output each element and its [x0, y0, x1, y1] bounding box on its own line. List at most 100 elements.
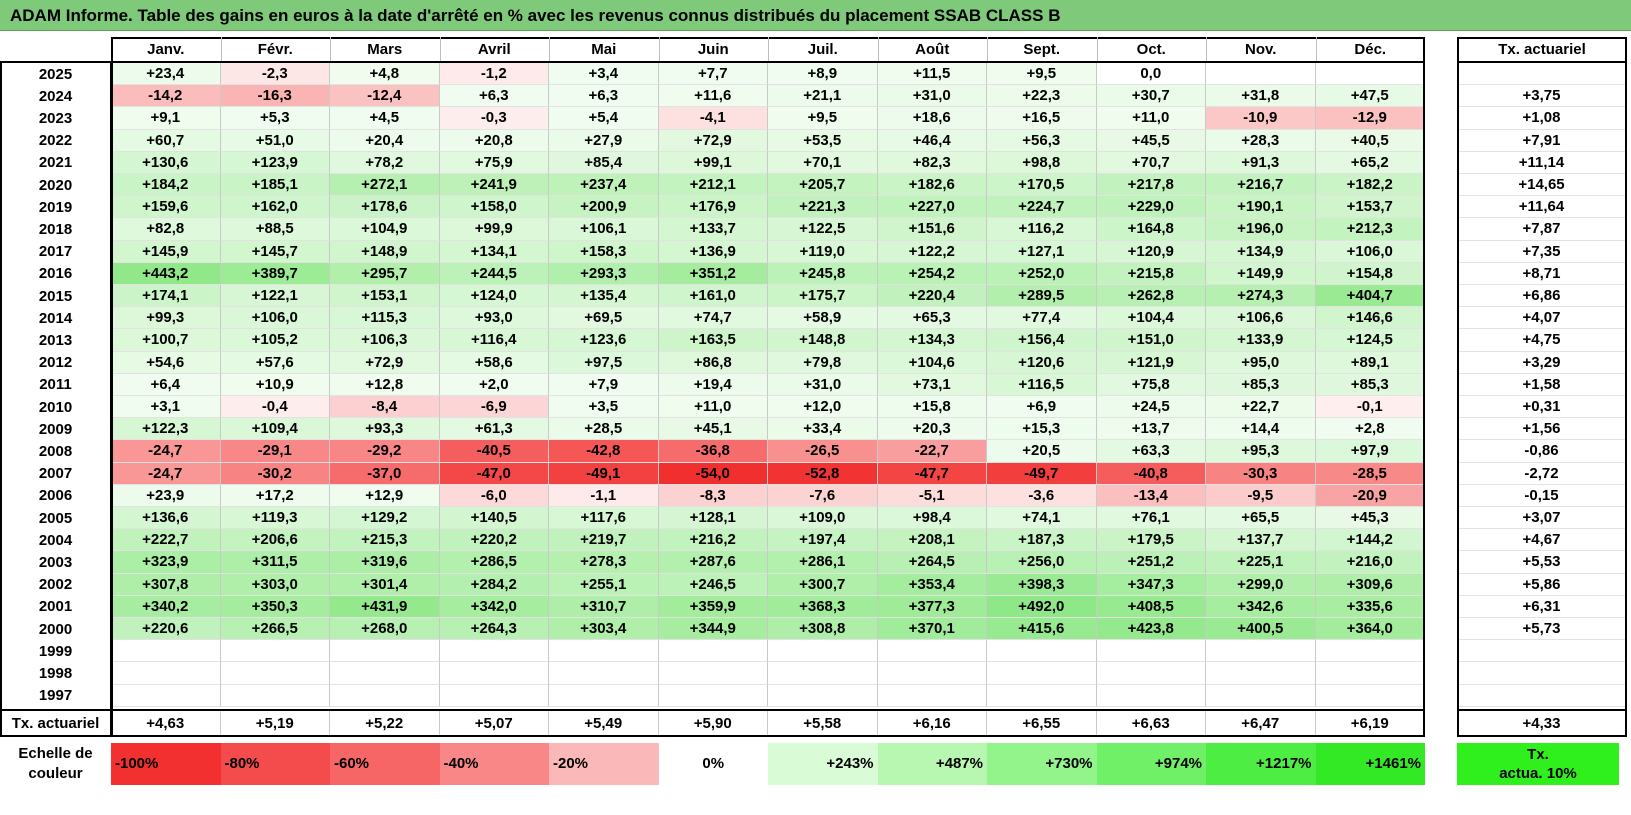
- table-cell: -4,1: [658, 107, 768, 130]
- table-cell: +122,3: [111, 418, 221, 441]
- table-cell: [768, 684, 878, 707]
- table-cell: [1206, 662, 1316, 685]
- table-cell: +99,3: [111, 307, 221, 330]
- month-header: Juil.: [807, 40, 838, 58]
- table-cell: +45,1: [658, 418, 768, 441]
- table-cell: +342,0: [439, 595, 549, 618]
- table-cell: +303,4: [549, 618, 659, 641]
- table-cell: +175,7: [768, 285, 878, 308]
- month-header: Sept.: [1023, 40, 1061, 58]
- table-cell: +11,0: [658, 396, 768, 419]
- table-cell: +368,3: [768, 595, 878, 618]
- table-cell: +220,6: [111, 618, 221, 641]
- table-cell: +70,1: [768, 151, 878, 174]
- table-cell: +123,9: [220, 151, 330, 174]
- table-cell: +148,8: [768, 329, 878, 352]
- table-cell: +415,6: [987, 618, 1097, 641]
- table-cell: +56,3: [987, 129, 1097, 152]
- year-label: 2002: [38, 576, 73, 594]
- rate-cell: +0,31: [1457, 396, 1627, 419]
- table-cell: +58,9: [768, 307, 878, 330]
- table-cell: [220, 662, 330, 685]
- table-cell: -0,4: [220, 396, 330, 419]
- actuarial-rate-cell: +4,33: [1457, 710, 1627, 737]
- table-cell: -54,0: [658, 462, 768, 485]
- table-cell: +224,7: [987, 196, 1097, 219]
- table-cell: +5,4: [549, 107, 659, 130]
- table-cell: +116,2: [987, 218, 1097, 241]
- scale-label: Echelle de couleur: [0, 743, 111, 785]
- month-header: Mai: [591, 40, 617, 58]
- column-divider: [1206, 37, 1207, 61]
- rate-cell: +6,31: [1457, 595, 1627, 618]
- table-cell: +182,6: [877, 174, 987, 197]
- table-cell: +95,3: [1206, 440, 1316, 463]
- month-header: Juin: [697, 40, 729, 58]
- year-label: 2013: [38, 331, 73, 349]
- table-cell: -42,8: [549, 440, 659, 463]
- table-cell: +134,3: [877, 329, 987, 352]
- actuarial-cell: +6,63: [1096, 710, 1206, 737]
- table-cell: +246,5: [658, 573, 768, 596]
- table-cell: +217,8: [1096, 174, 1206, 197]
- table-cell: [877, 640, 987, 663]
- actuarial-cell: +6,55: [987, 710, 1097, 737]
- table-cell: +123,6: [549, 329, 659, 352]
- table-cell: +225,1: [1206, 551, 1316, 574]
- header-underline-rate: [1457, 61, 1627, 63]
- table-cell: +99,1: [658, 151, 768, 174]
- table-cell: +159,6: [111, 196, 221, 219]
- table-cell: +28,5: [549, 418, 659, 441]
- table-cell: +23,9: [111, 484, 221, 507]
- table-cell: +300,7: [768, 573, 878, 596]
- table-cell: +359,9: [658, 595, 768, 618]
- table-cell: +11,0: [1096, 107, 1206, 130]
- table-cell: +229,0: [1096, 196, 1206, 219]
- scale-label-line2: couleur: [28, 764, 83, 782]
- actuarial-cell: +5,07: [439, 710, 549, 737]
- table-cell: [1315, 662, 1425, 685]
- table-cell: +106,0: [1315, 240, 1425, 263]
- table-cell: +46,4: [877, 129, 987, 152]
- table-cell: +370,1: [877, 618, 987, 641]
- table-cell: -29,1: [220, 440, 330, 463]
- table-cell: +3,4: [549, 63, 659, 86]
- table-cell: +289,5: [987, 285, 1097, 308]
- actuarial-cell: +5,90: [658, 710, 768, 737]
- rate-cell: [1457, 63, 1627, 86]
- title-bar: ADAM Informe. Table des gains en euros à…: [0, 0, 1631, 31]
- table-cell: +20,8: [439, 129, 549, 152]
- table-cell: [1206, 640, 1316, 663]
- table-cell: -12,9: [1315, 107, 1425, 130]
- table-cell: [330, 662, 440, 685]
- table-cell: [1096, 640, 1206, 663]
- color-scale-step: -20%: [549, 742, 659, 785]
- table-cell: +116,4: [439, 329, 549, 352]
- table-cell: +77,4: [987, 307, 1097, 330]
- rate-cell: +7,87: [1457, 218, 1627, 241]
- table-cell: +389,7: [220, 262, 330, 285]
- table-cell: +133,9: [1206, 329, 1316, 352]
- year-label: 2010: [38, 398, 73, 416]
- table-cell: +216,7: [1206, 174, 1316, 197]
- year-label: 2015: [38, 287, 73, 305]
- table-cell: [330, 640, 440, 663]
- table-cell: +350,3: [220, 595, 330, 618]
- table-cell: +154,8: [1315, 262, 1425, 285]
- table-cell: +162,0: [220, 196, 330, 219]
- table-cell: +400,5: [1206, 618, 1316, 641]
- table-cell: -29,2: [330, 440, 440, 463]
- table-cell: +109,0: [768, 507, 878, 530]
- rate-cell: +11,64: [1457, 196, 1627, 219]
- table-cell: +79,8: [768, 351, 878, 374]
- table-cell: +220,2: [439, 529, 549, 552]
- table-cell: +85,4: [549, 151, 659, 174]
- table-cell: +353,4: [877, 573, 987, 596]
- table-cell: +61,3: [439, 418, 549, 441]
- table-cell: +98,8: [987, 151, 1097, 174]
- rate-cell: +1,08: [1457, 107, 1627, 130]
- table-cell: +8,9: [768, 63, 878, 86]
- year-label: 2008: [38, 442, 73, 460]
- table-cell: [111, 640, 221, 663]
- color-scale-step: -100%: [111, 742, 221, 785]
